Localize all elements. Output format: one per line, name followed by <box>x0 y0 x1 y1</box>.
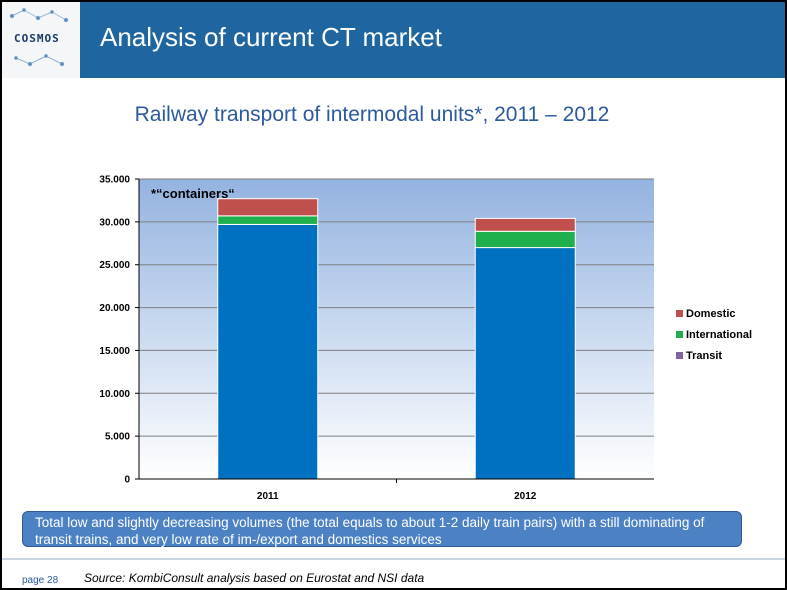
logo-text: COSMOS <box>14 32 60 45</box>
y-tick-label: 35.000 <box>99 175 130 186</box>
cosmos-logo: COSMOS <box>2 2 80 78</box>
bar-segment-international-2011 <box>217 215 319 225</box>
y-tick-label: 30.000 <box>99 217 130 228</box>
y-tick-label: 15.000 <box>99 346 130 357</box>
network-icon <box>9 8 69 67</box>
chart-annotation: *“containers“ <box>151 186 235 201</box>
y-tick-label: 10.000 <box>99 389 130 400</box>
page-title: Analysis of current CT market <box>100 22 442 52</box>
y-tick-label: 20.000 <box>99 303 130 314</box>
legend-swatch-transit <box>676 352 683 359</box>
legend-label-international: International <box>686 329 752 341</box>
summary-note: Total low and slightly decreasing volume… <box>22 511 742 547</box>
bar-segment-domestic-2012 <box>474 217 576 232</box>
bar-segment-transit-2012 <box>474 247 576 480</box>
source-note: Source: KombiConsult analysis based on E… <box>84 571 425 585</box>
legend-label-domestic: Domestic <box>686 308 736 320</box>
bar-segment-international-2012 <box>474 230 576 249</box>
legend-swatch-international <box>676 331 683 338</box>
legend-label-transit: Transit <box>686 350 722 362</box>
x-tick-label: 2012 <box>514 491 537 502</box>
header-bar: COSMOS Analysis of current CT market <box>2 2 785 78</box>
stacked-bar-chart: 0 5.000 10.000 15.000 20.000 25.000 30.000 35.0… <box>99 175 752 503</box>
bar-segment-domestic-2011 <box>217 198 319 217</box>
bar-segment-transit-2011 <box>217 223 319 480</box>
y-tick-label: 0 <box>124 475 130 486</box>
chart-subtitle: Railway transport of intermodal units*, … <box>134 103 610 126</box>
y-tick-label: 25.000 <box>99 260 130 271</box>
legend-swatch-domestic <box>676 310 683 317</box>
plot-area <box>139 179 654 479</box>
x-tick-label: 2011 <box>257 491 279 502</box>
y-tick-label: 5.000 <box>105 432 130 443</box>
page-number: page 28 <box>22 575 59 586</box>
footer-divider <box>2 558 785 560</box>
